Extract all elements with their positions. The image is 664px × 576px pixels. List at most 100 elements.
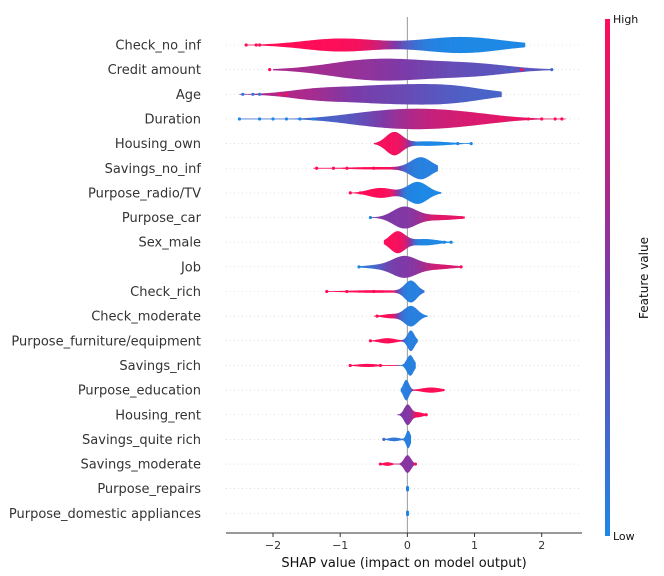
outlier-point (540, 117, 544, 121)
violin-slice (386, 134, 389, 153)
violin-slice (317, 39, 321, 51)
violin-slice (315, 87, 319, 101)
violin-slice (326, 87, 331, 102)
violin-slice (536, 68, 540, 71)
x-tick-label: 1 (471, 539, 478, 552)
violin-slice (365, 290, 368, 293)
violin-slice (420, 108, 425, 130)
violin-slice (393, 131, 395, 156)
violin-slice (387, 290, 389, 293)
violin-slice (282, 68, 286, 71)
violin-slice (358, 290, 360, 293)
violin-slice (410, 280, 412, 303)
violin-slice (246, 118, 251, 120)
violin-slice (496, 64, 500, 75)
violin-slice (326, 116, 331, 122)
violin-slice (375, 166, 378, 170)
violin-slice (400, 58, 404, 81)
violin-slice (400, 287, 402, 296)
violin-slice (362, 111, 367, 127)
violin-slice (517, 66, 522, 73)
violin-slice (416, 259, 419, 275)
violin-slice (453, 265, 455, 269)
violin-slice (348, 290, 350, 293)
violin-slice (452, 110, 457, 128)
violin-slice (455, 265, 457, 269)
violin-slice (472, 37, 476, 53)
violin-slice (449, 142, 451, 145)
feature-label: Check_no_inf (115, 39, 201, 54)
outlier-point (382, 437, 386, 441)
violin-slice (383, 290, 385, 293)
violin-slice (440, 264, 443, 270)
violin-slice (329, 38, 334, 52)
violin-slice (421, 157, 423, 180)
violin-slice (357, 167, 360, 170)
violin-slice (486, 89, 491, 99)
violin-slice (449, 61, 454, 78)
violin-slice (407, 162, 409, 175)
feature-label: Job (180, 260, 201, 275)
violin-slice (330, 291, 332, 292)
violin-slice (412, 159, 415, 178)
violin-slice (384, 109, 389, 129)
violin-slice (320, 39, 324, 51)
violin-slice (401, 165, 404, 172)
violin-slice (459, 142, 461, 145)
violin-slice (379, 40, 383, 50)
outlier-points (237, 43, 564, 466)
violin-slice (369, 58, 373, 81)
violin-slice (428, 263, 430, 271)
violin-slice (446, 142, 448, 146)
violin-slice (454, 142, 457, 145)
violin-slice (340, 290, 343, 293)
x-ticks: −2 −1 0 1 2 (265, 533, 545, 552)
violin-slice (378, 290, 381, 293)
outlier-point (550, 68, 554, 72)
violin-slice (405, 108, 410, 130)
violin-slice (539, 68, 543, 71)
violin-slice (466, 37, 470, 53)
violin-slice (419, 260, 421, 274)
violin-slice (443, 389, 445, 392)
violin-slice (311, 39, 315, 51)
outlier-point (499, 117, 503, 121)
violin-slice (440, 60, 444, 79)
violin-slice (335, 167, 338, 169)
violin-slice (283, 91, 287, 98)
violin-slice (422, 141, 424, 146)
violin-slice (462, 143, 464, 145)
violin-slice (417, 141, 419, 146)
violin-slice (422, 157, 425, 180)
violin-slice (452, 61, 457, 78)
violin-slice (435, 141, 437, 146)
violin-slice (335, 291, 337, 292)
violin-slice (261, 118, 266, 120)
violin-slice (405, 84, 409, 105)
violin-slice (370, 85, 374, 104)
violin-slice (465, 62, 469, 78)
outlier-point (513, 117, 517, 121)
violin-slice (356, 167, 358, 170)
violin-slice (382, 40, 386, 50)
violin-slice (377, 290, 380, 293)
violin-slice (401, 135, 404, 152)
outlier-point (278, 92, 282, 96)
violin-slice (380, 263, 383, 271)
violin-slice (389, 290, 391, 293)
violin-slice (428, 38, 433, 52)
violin-slice (322, 116, 327, 122)
violin-slice (434, 109, 439, 129)
violin-slice (422, 39, 427, 51)
violin-slice (416, 39, 420, 51)
violin-slice (467, 143, 470, 144)
violin-slice (338, 86, 342, 102)
violin-slice (364, 290, 367, 293)
violin-slice (447, 142, 449, 145)
violin-slice (271, 92, 275, 97)
violin-slice (342, 167, 345, 169)
violin-slice (397, 166, 400, 171)
violin-slice (452, 142, 455, 145)
violin-slice (461, 143, 463, 145)
violin-slice (276, 68, 280, 71)
